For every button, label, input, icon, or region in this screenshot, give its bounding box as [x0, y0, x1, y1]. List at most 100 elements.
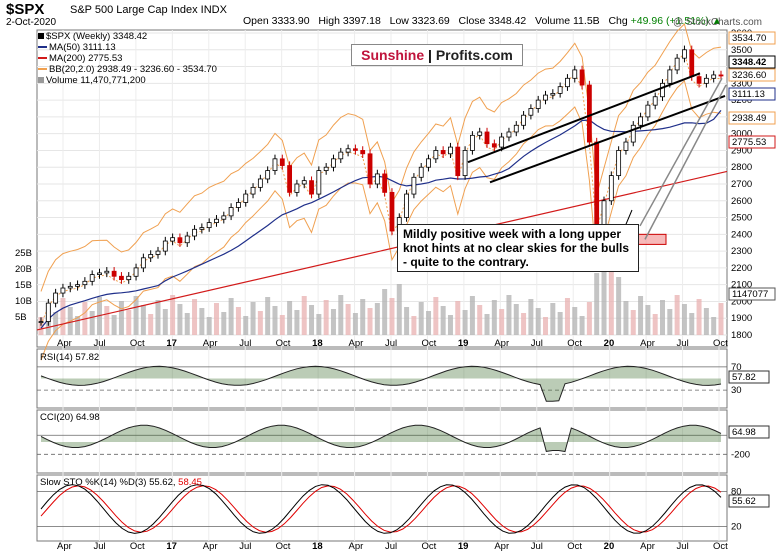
price-tag-label: 3111.13	[732, 89, 765, 100]
channel-upper-line	[467, 72, 701, 164]
volume-bar	[382, 289, 388, 335]
volume-bar	[272, 306, 278, 335]
x-tick-label: Apr	[203, 338, 218, 349]
price-tag-box	[728, 55, 776, 69]
x-tick-label-bottom: Apr	[349, 541, 364, 552]
volume-bar	[170, 295, 176, 335]
change-value: +49.96 (+1.51%) ▲	[630, 15, 723, 27]
rsi-label: RSI(14) 57.82	[40, 352, 100, 363]
x-tick-label-bottom: Jul	[385, 541, 397, 552]
volume-bar	[287, 301, 293, 335]
y-tick-label: 2300	[731, 246, 752, 257]
price-tag-box	[728, 111, 776, 125]
volume-tick-label: 10B	[15, 296, 32, 307]
x-tick-label: Apr	[640, 338, 655, 349]
y-tick-label: 2400	[731, 229, 752, 240]
candle-body	[645, 104, 651, 118]
x-tick-label: 17	[166, 338, 177, 349]
volume-bar	[484, 314, 490, 335]
wedge-line-1	[639, 77, 723, 227]
volume-bar	[667, 309, 673, 335]
volume-bar	[140, 305, 146, 335]
volume-bar	[104, 306, 110, 335]
price-tag-box	[728, 68, 776, 82]
candle-body	[221, 215, 227, 220]
volume-bar	[352, 313, 358, 335]
y-tick-label: 1900	[731, 313, 752, 324]
volume-bar	[652, 314, 658, 335]
volume-bar	[564, 298, 570, 335]
volume-bar	[535, 308, 541, 335]
x-tick-label: Apr	[349, 338, 364, 349]
y-tick-label: 2800	[731, 162, 752, 173]
x-tick-label-bottom: Apr	[494, 541, 509, 552]
x-tick-label: 20	[604, 338, 615, 349]
volume-bar	[257, 311, 263, 335]
x-tick-label: 18	[312, 338, 323, 349]
volume-bar	[491, 300, 497, 335]
volume-bar	[513, 304, 519, 335]
volume-bar	[60, 298, 66, 335]
volume-bar	[521, 313, 527, 335]
rsi-axis-label: 30	[731, 385, 742, 396]
volume-bar	[689, 313, 695, 335]
candle-body	[630, 124, 636, 143]
volume-bar	[455, 301, 461, 335]
volume-bar	[579, 316, 585, 335]
x-tick-label: Apr	[57, 338, 72, 349]
price-tag-box	[728, 135, 776, 149]
volume-bar	[638, 296, 644, 335]
candle-body	[557, 86, 563, 94]
rsi-axis-label: 70	[731, 362, 742, 373]
panel-frame-0	[36, 29, 728, 348]
x-tick-label: Jul	[677, 338, 689, 349]
volume-bar	[279, 315, 285, 335]
volume-bar	[506, 295, 512, 335]
candle-body	[418, 166, 424, 178]
volume-bar	[213, 303, 219, 335]
candle-body	[272, 158, 278, 171]
candle-body	[140, 257, 146, 269]
volume-bar	[630, 310, 636, 335]
volume-bar	[133, 296, 139, 335]
volume-bar	[177, 304, 183, 335]
volume-bar	[528, 299, 534, 335]
volume-tick-label: 15B	[15, 280, 32, 291]
candle-body	[703, 77, 709, 84]
x-tick-label: Apr	[494, 338, 509, 349]
candle-body	[170, 237, 176, 242]
volume-bar	[447, 315, 453, 335]
sto-axis-label: 80	[731, 487, 742, 498]
volume-bar	[243, 316, 249, 335]
y-tick-label: 2900	[731, 145, 752, 156]
candle-body	[97, 272, 102, 275]
bb-upper-band	[40, 23, 722, 292]
volume-bar	[345, 304, 351, 335]
volume-bar	[389, 298, 395, 335]
cci-label: CCI(20) 64.98	[40, 412, 100, 423]
legend-ma200: MA(200) 2775.53	[38, 53, 217, 64]
candle-body	[586, 84, 592, 143]
price-tag-label: 3348.42	[732, 57, 766, 68]
sto-k-line	[40, 484, 722, 534]
x-tick-label-bottom: Apr	[57, 541, 72, 552]
candle-body	[638, 116, 643, 126]
volume-bar	[367, 308, 373, 335]
sunshine-profits-logo: Sunshine | Profits.com	[351, 44, 523, 66]
candle-body	[60, 287, 66, 294]
candle-body	[338, 151, 344, 160]
candle-body	[133, 267, 139, 277]
volume-bar	[338, 295, 344, 335]
price-legend: $SPX (Weekly) 3348.42 MA(50) 3111.13 MA(…	[38, 31, 217, 86]
volume-bar	[499, 309, 505, 335]
volume-bar	[557, 312, 563, 335]
candle-body	[38, 321, 44, 323]
candle-body	[682, 49, 687, 59]
indicator-value-label: 64.98	[732, 427, 756, 438]
price-tag-box	[728, 31, 776, 45]
open-value: 3333.90	[271, 15, 310, 27]
volume-bar	[38, 317, 44, 335]
volume-bar	[396, 284, 402, 335]
candle-body	[353, 148, 358, 151]
candle-body	[426, 158, 431, 168]
